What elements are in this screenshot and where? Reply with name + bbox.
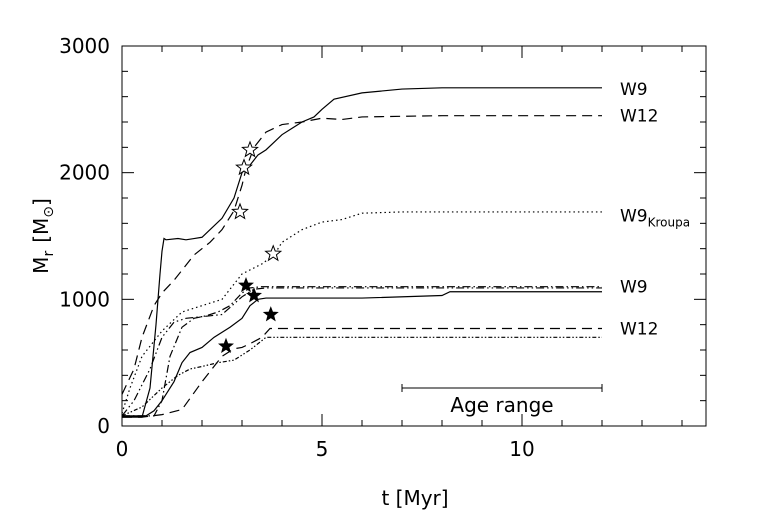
filled-star-marker [246, 287, 262, 303]
y-label-sub: r [41, 251, 57, 257]
series-label: W9 [620, 80, 648, 100]
series-line-w9-lower-dashdot [122, 286, 602, 417]
filled-star-marker [262, 306, 279, 322]
filled-star-marker [218, 337, 234, 353]
filled-star-marker [238, 277, 254, 293]
series-label: W12 [620, 319, 658, 339]
series-line-w9-lower-dashdotdot-dense [121, 336, 602, 417]
x-tick-label: 5 [316, 437, 329, 461]
series-line-w9kroupa-upper-dotted [121, 211, 602, 414]
age-range-annotation: Age range [401, 384, 603, 417]
y-axis-label: Mr [M⊙] [29, 198, 57, 274]
axis-ticks [121, 45, 706, 427]
y-label-unit-close: ] [29, 198, 53, 206]
series-label: W9Kroupa [620, 207, 690, 230]
tick-labels: 0 5 10 0 1000 2000 3000 [59, 34, 535, 461]
y-label-unit-open: [M [29, 218, 53, 243]
plot-border [121, 45, 707, 427]
sun-symbol: ⊙ [41, 206, 57, 218]
series-label: W9 [620, 278, 648, 298]
x-tick-label: 10 [509, 437, 534, 461]
y-tick-label: 3000 [59, 34, 110, 58]
y-tick-label: 0 [97, 414, 110, 438]
open-star-marker [235, 158, 253, 176]
open-star-marker [241, 140, 259, 158]
x-axis-label: t [Myr] [381, 486, 448, 510]
series-label: W12 [620, 107, 658, 127]
svg-text:Mr[M⊙]: Mr [M⊙] [29, 198, 57, 274]
open-star-marker [264, 244, 283, 262]
y-label-main: M [29, 257, 53, 274]
series-line-w12-upper-dashed [121, 115, 602, 395]
marker-layer [218, 140, 283, 353]
open-star-marker [231, 202, 249, 220]
x-tick-label: 0 [116, 437, 129, 461]
plot-frame [121, 45, 707, 427]
series-labels: W9 W12 W9Kroupa W9 W12 [620, 80, 690, 339]
y-tick-label: 2000 [59, 161, 110, 185]
y-tick-label: 1000 [59, 287, 110, 311]
series-layer [121, 87, 602, 418]
series-line-w12-lower-dashed [122, 327, 602, 418]
age-range-label: Age range [450, 393, 553, 417]
